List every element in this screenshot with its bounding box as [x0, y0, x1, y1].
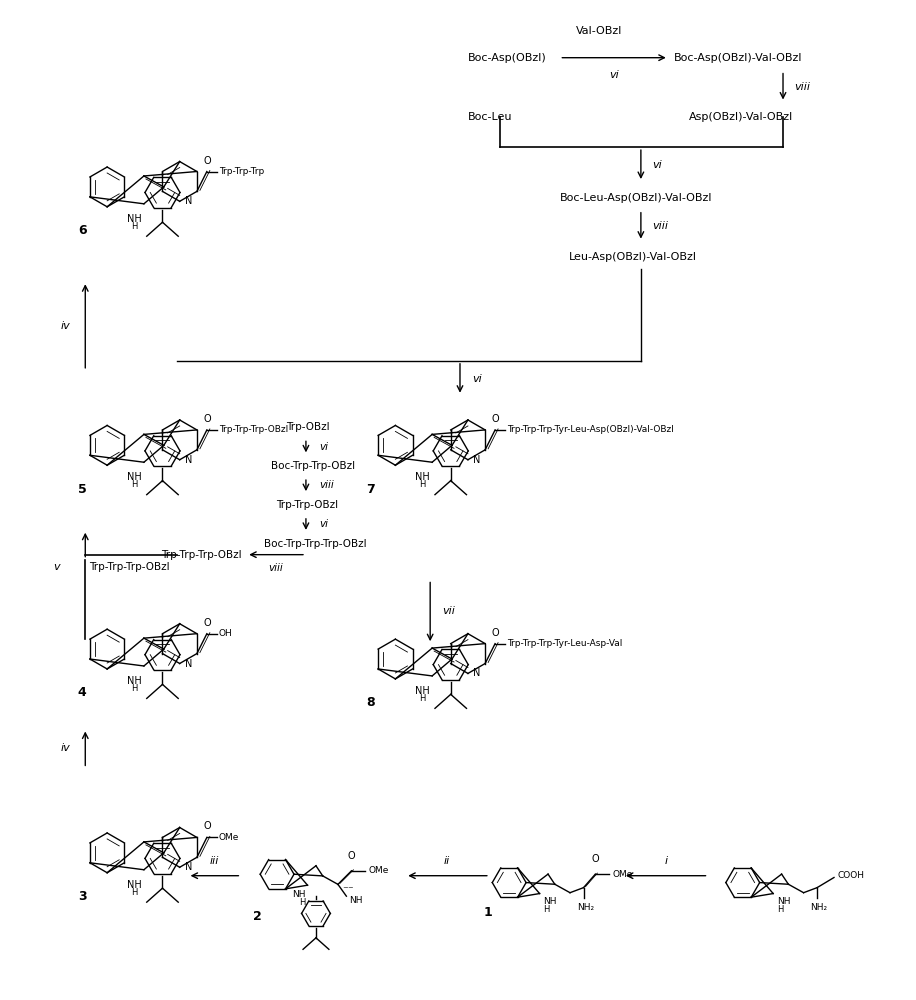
Text: Val-OBzl: Val-OBzl: [576, 26, 622, 36]
Text: OMe: OMe: [219, 833, 239, 842]
Text: COOH: COOH: [838, 871, 865, 880]
Text: Trp-OBzl: Trp-OBzl: [286, 422, 330, 432]
Text: N: N: [185, 455, 192, 465]
Text: O: O: [592, 854, 599, 864]
Text: N: N: [185, 659, 192, 669]
Text: H: H: [419, 480, 425, 489]
Text: ii: ii: [444, 856, 450, 866]
Text: Leu-Asp(OBzl)-Val-OBzl: Leu-Asp(OBzl)-Val-OBzl: [570, 252, 697, 262]
Text: vii: vii: [442, 606, 455, 616]
Text: NH: NH: [126, 472, 141, 482]
Text: NH: NH: [126, 214, 141, 224]
Text: 2: 2: [253, 910, 262, 923]
Text: viii: viii: [268, 563, 283, 573]
Text: H: H: [300, 898, 306, 907]
Text: vi: vi: [319, 519, 328, 529]
Text: ~~: ~~: [342, 885, 354, 891]
Text: 5: 5: [78, 483, 87, 496]
Text: vi: vi: [609, 70, 619, 80]
Text: O: O: [491, 414, 499, 424]
Text: O: O: [203, 821, 211, 831]
Text: Boc-Leu-Asp(OBzl)-Val-OBzl: Boc-Leu-Asp(OBzl)-Val-OBzl: [560, 193, 712, 203]
Text: NH: NH: [543, 897, 557, 906]
Text: Boc-Asp(OBzl): Boc-Asp(OBzl): [468, 53, 547, 63]
Text: viii: viii: [652, 221, 668, 231]
Text: N: N: [185, 862, 192, 872]
Text: 8: 8: [366, 696, 375, 709]
Text: Asp(OBzl)-Val-OBzl: Asp(OBzl)-Val-OBzl: [689, 112, 793, 122]
Text: Boc-Trp-Trp-OBzl: Boc-Trp-Trp-OBzl: [271, 461, 355, 471]
Text: viii: viii: [319, 480, 333, 490]
Text: Trp-Trp-Trp: Trp-Trp-Trp: [219, 167, 264, 176]
Text: NH: NH: [777, 897, 791, 906]
Text: Boc-Asp(OBzl)-Val-OBzl: Boc-Asp(OBzl)-Val-OBzl: [673, 53, 802, 63]
Text: NH₂: NH₂: [811, 903, 828, 912]
Text: H: H: [131, 888, 137, 897]
Text: O: O: [491, 628, 499, 638]
Text: vi: vi: [319, 442, 328, 452]
Text: NH₂: NH₂: [577, 903, 594, 912]
Text: 1: 1: [484, 906, 493, 919]
Text: O: O: [348, 851, 355, 861]
Text: i: i: [664, 856, 667, 866]
Text: 7: 7: [366, 483, 375, 496]
Text: iv: iv: [60, 743, 71, 753]
Text: v: v: [53, 562, 60, 572]
Text: H: H: [543, 905, 550, 914]
Text: NH: NH: [349, 896, 363, 905]
Text: NH: NH: [415, 686, 430, 696]
Text: NH: NH: [415, 472, 430, 482]
Text: iv: iv: [60, 321, 71, 331]
Text: O: O: [203, 414, 211, 424]
Text: N: N: [473, 455, 480, 465]
Text: NH: NH: [126, 880, 141, 890]
Text: iii: iii: [210, 856, 219, 866]
Text: vi: vi: [472, 374, 482, 384]
Text: H: H: [777, 905, 783, 914]
Text: Trp-Trp-Trp-OBzl: Trp-Trp-Trp-OBzl: [219, 425, 288, 434]
Text: H: H: [419, 694, 425, 703]
Text: H: H: [131, 222, 137, 231]
Text: 6: 6: [78, 224, 87, 237]
Text: 4: 4: [78, 686, 87, 699]
Text: NH: NH: [292, 890, 306, 899]
Text: OMe: OMe: [369, 866, 389, 875]
Text: N: N: [473, 668, 480, 678]
Text: O: O: [203, 156, 211, 166]
Text: OMe: OMe: [613, 870, 633, 879]
Text: Trp-Trp-Trp-Tyr-Leu-Asp-Val: Trp-Trp-Trp-Tyr-Leu-Asp-Val: [507, 639, 622, 648]
Text: Trp-Trp-OBzl: Trp-Trp-OBzl: [276, 500, 338, 510]
Text: Trp-Trp-Trp-Tyr-Leu-Asp(OBzl)-Val-OBzl: Trp-Trp-Trp-Tyr-Leu-Asp(OBzl)-Val-OBzl: [507, 425, 674, 434]
Text: Boc-Trp-Trp-Trp-OBzl: Boc-Trp-Trp-Trp-OBzl: [264, 539, 366, 549]
Text: Trp-Trp-Trp-OBzl: Trp-Trp-Trp-OBzl: [160, 550, 241, 560]
Text: OH: OH: [219, 629, 233, 638]
Text: Boc-Leu: Boc-Leu: [468, 112, 512, 122]
Text: H: H: [131, 480, 137, 489]
Text: H: H: [131, 684, 137, 693]
Text: O: O: [203, 618, 211, 628]
Text: viii: viii: [794, 82, 810, 92]
Text: 3: 3: [78, 890, 87, 903]
Text: vi: vi: [652, 160, 661, 170]
Text: N: N: [185, 196, 192, 206]
Text: NH: NH: [126, 676, 141, 686]
Text: Trp-Trp-Trp-OBzl: Trp-Trp-Trp-OBzl: [89, 562, 169, 572]
